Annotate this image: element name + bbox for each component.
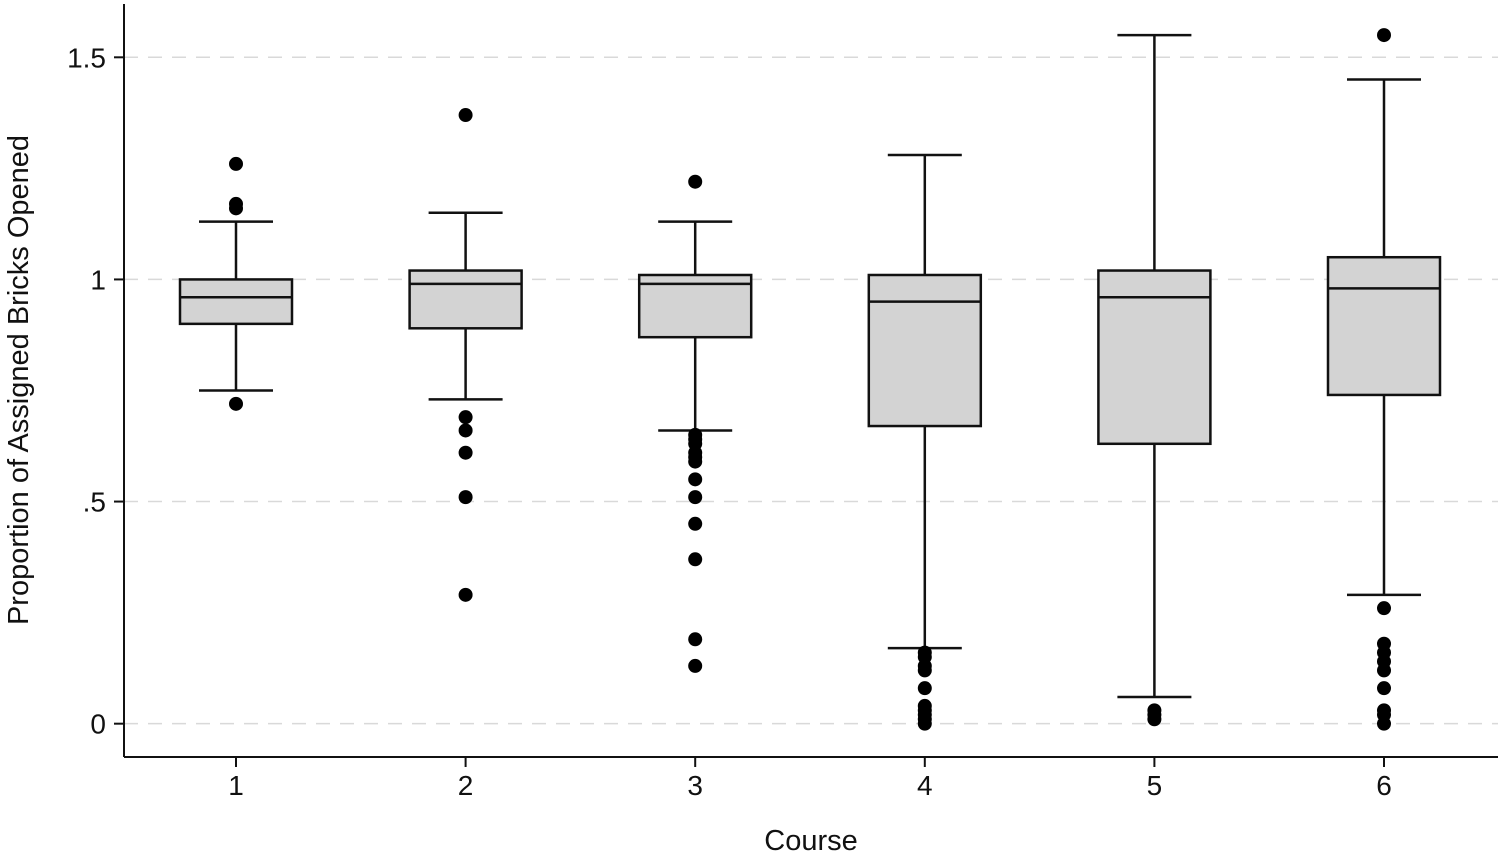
outlier-point-3	[917, 663, 932, 678]
outlier-point-7	[688, 472, 703, 487]
outlier-point-2	[229, 201, 243, 216]
iqr-box	[1326, 255, 1442, 397]
y-tick-label-1: .5	[83, 487, 106, 518]
x-axis-ticks: 1 2 3 4 5 6	[228, 757, 1392, 801]
outlier-point-1	[458, 410, 473, 425]
outlier-point-12	[688, 658, 703, 673]
outlier-point-2	[1147, 712, 1162, 727]
outlier-point-3	[458, 445, 473, 460]
outlier-point-4	[458, 490, 473, 505]
box-course-3	[637, 174, 753, 673]
outlier-point-5	[458, 587, 473, 602]
outlier-point-3	[229, 396, 243, 411]
axes	[123, 4, 1498, 758]
iqr-box	[408, 269, 523, 330]
y-tick-label-2: 1	[90, 264, 106, 295]
outlier-point-9	[1377, 716, 1391, 731]
x-tick-label-1: 1	[228, 770, 244, 801]
outlier-point-5	[1377, 663, 1391, 678]
y-axis-ticks: 0 .5 1 1.5	[67, 42, 124, 740]
outlier-point-0	[458, 108, 473, 123]
iqr-box	[1097, 269, 1212, 446]
outlier-point-2	[458, 423, 473, 438]
boxes	[178, 28, 1442, 731]
x-axis-title: Course	[764, 825, 858, 856]
box-course-1	[178, 156, 294, 411]
outlier-point-1	[1377, 601, 1391, 616]
outlier-point-8	[688, 490, 703, 505]
gridlines	[124, 56, 1498, 725]
outlier-point-6	[688, 454, 703, 469]
box-course-4	[867, 153, 983, 731]
outlier-point-9	[917, 716, 932, 731]
outlier-point-6	[1377, 681, 1391, 696]
outlier-point-10	[688, 552, 703, 567]
iqr-box	[867, 273, 983, 428]
y-tick-label-3: 1.5	[67, 42, 106, 73]
iqr-box	[637, 273, 753, 339]
box-course-5	[1097, 33, 1212, 727]
x-tick-label-2: 2	[458, 770, 474, 801]
outlier-point-4	[917, 681, 932, 696]
iqr-box	[178, 278, 294, 326]
x-tick-label-6: 6	[1376, 770, 1392, 801]
outlier-point-0	[1377, 28, 1391, 43]
x-tick-label-3: 3	[687, 770, 703, 801]
box-course-6	[1326, 28, 1442, 731]
box-course-2	[408, 108, 523, 602]
outlier-point-11	[688, 632, 703, 647]
x-tick-label-4: 4	[917, 770, 933, 801]
outlier-point-0	[688, 174, 703, 189]
outlier-point-9	[688, 516, 703, 531]
y-axis-title: Proportion of Assigned Bricks Opened	[3, 135, 35, 625]
x-tick-label-5: 5	[1147, 770, 1163, 801]
y-tick-label-0: 0	[90, 709, 106, 740]
outlier-point-0	[229, 156, 243, 171]
